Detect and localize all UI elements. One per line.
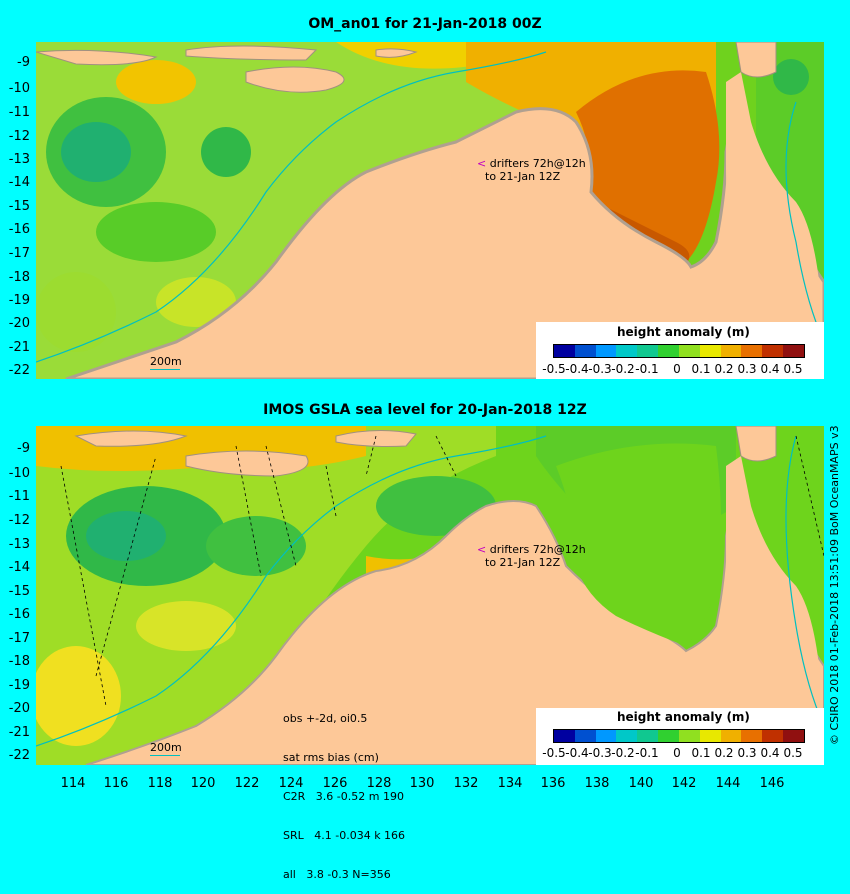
y-tick-label: -11 bbox=[8, 489, 30, 504]
y-tick-label: -12 bbox=[8, 129, 30, 144]
stats-line: obs +-2d, oi0.5 bbox=[283, 712, 368, 725]
top-drifters-note: < drifters 72h@12h to 21-Jan 12Z bbox=[477, 157, 586, 183]
y-tick-label: -20 bbox=[8, 701, 30, 716]
x-tick-label: 146 bbox=[759, 776, 785, 791]
bottom-panel-title: IMOS GSLA sea level for 20-Jan-2018 12Z bbox=[263, 402, 587, 418]
y-tick-label: -11 bbox=[8, 105, 30, 120]
top-colorbar-title: height anomaly (m) bbox=[617, 325, 750, 339]
x-tick-label: 130 bbox=[409, 776, 435, 791]
cbar-tick-label: -0.4 bbox=[565, 362, 589, 376]
satellite-tracks bbox=[60, 435, 824, 707]
y-tick-label: -19 bbox=[8, 678, 30, 693]
x-tick-label: 124 bbox=[278, 776, 304, 791]
y-tick-label: -10 bbox=[8, 466, 30, 481]
stats-line: all 3.8 -0.3 N=356 bbox=[283, 868, 391, 881]
cbar-tick-label: 0.5 bbox=[783, 746, 803, 760]
y-tick-label: -15 bbox=[8, 199, 30, 214]
y-tick-label: -17 bbox=[8, 246, 30, 261]
x-tick-label: 138 bbox=[584, 776, 610, 791]
y-tick-label: -9 bbox=[17, 441, 30, 456]
y-tick-label: -15 bbox=[8, 584, 30, 599]
y-tick-label: -18 bbox=[8, 654, 30, 669]
cbar-tick-label: 0.4 bbox=[760, 362, 780, 376]
cbar-tick-label: -0.1 bbox=[635, 746, 659, 760]
y-tick-label: -21 bbox=[8, 725, 30, 740]
cbar-tick-label: 0.3 bbox=[737, 362, 757, 376]
top-panel-title: OM_an01 for 21-Jan-2018 00Z bbox=[308, 16, 542, 32]
drifters-line1: drifters 72h@12h bbox=[489, 157, 586, 170]
x-tick-label: 134 bbox=[497, 776, 523, 791]
x-tick-label: 122 bbox=[234, 776, 260, 791]
y-tick-label: -18 bbox=[8, 270, 30, 285]
cbar-tick-label: 0.1 bbox=[691, 746, 711, 760]
x-tick-label: 116 bbox=[103, 776, 129, 791]
y-tick-label: -12 bbox=[8, 513, 30, 528]
bottom-drifters-note: < drifters 72h@12h to 21-Jan 12Z bbox=[477, 543, 586, 569]
drifters-line2: to 21-Jan 12Z bbox=[485, 556, 561, 569]
cbar-tick-label: -0.3 bbox=[588, 746, 612, 760]
bottom-colorbar-title: height anomaly (m) bbox=[617, 710, 750, 724]
y-tick-label: -16 bbox=[8, 607, 30, 622]
x-tick-label: 128 bbox=[366, 776, 392, 791]
y-tick-label: -22 bbox=[8, 748, 30, 763]
x-tick-label: 132 bbox=[453, 776, 479, 791]
x-tick-label: 136 bbox=[540, 776, 566, 791]
y-tick-label: -13 bbox=[8, 152, 30, 167]
cbar-tick-label: 0.2 bbox=[714, 362, 734, 376]
top-scale-label: 200m bbox=[150, 355, 182, 368]
cbar-tick-label: 0.2 bbox=[714, 746, 734, 760]
credit-text: © CSIRO 2018 01-Feb-2018 13:51:09 BoM Oc… bbox=[828, 425, 841, 745]
drifters-line1: drifters 72h@12h bbox=[489, 543, 586, 556]
y-tick-label: -16 bbox=[8, 222, 30, 237]
y-tick-label: -17 bbox=[8, 631, 30, 646]
cbar-tick-label: 0.4 bbox=[760, 746, 780, 760]
top-map-svg bbox=[36, 42, 824, 379]
stats-line: sat rms bias (cm) bbox=[283, 751, 379, 764]
x-tick-label: 120 bbox=[190, 776, 216, 791]
cbar-tick-label: -0.4 bbox=[565, 746, 589, 760]
y-tick-label: -19 bbox=[8, 293, 30, 308]
cbar-tick-label: 0.5 bbox=[783, 362, 803, 376]
top-map[interactable] bbox=[36, 42, 824, 379]
x-tick-label: 140 bbox=[628, 776, 654, 791]
x-tick-label: 126 bbox=[322, 776, 348, 791]
y-tick-label: -14 bbox=[8, 175, 30, 190]
y-tick-label: -20 bbox=[8, 316, 30, 331]
cbar-tick-label: 0.1 bbox=[691, 362, 711, 376]
stats-line: C2R 3.6 -0.52 m 190 bbox=[283, 790, 404, 803]
y-tick-label: -14 bbox=[8, 560, 30, 575]
cbar-tick-label: -0.5 bbox=[542, 362, 566, 376]
y-tick-label: -22 bbox=[8, 363, 30, 378]
y-tick-label: -21 bbox=[8, 340, 30, 355]
y-tick-label: -9 bbox=[17, 55, 30, 70]
cbar-tick-label: -0.5 bbox=[542, 746, 566, 760]
stats-line: SRL 4.1 -0.034 k 166 bbox=[283, 829, 406, 842]
y-tick-label: -13 bbox=[8, 537, 30, 552]
x-tick-label: 142 bbox=[671, 776, 697, 791]
x-tick-label: 114 bbox=[60, 776, 86, 791]
bottom-colorbar bbox=[553, 729, 805, 743]
cbar-tick-label: -0.2 bbox=[611, 362, 635, 376]
y-tick-label: -10 bbox=[8, 81, 30, 96]
x-tick-label: 144 bbox=[715, 776, 741, 791]
bottom-scale-label: 200m bbox=[150, 741, 182, 754]
cbar-tick-label: 0 bbox=[673, 362, 681, 376]
top-scale-bar bbox=[150, 369, 180, 370]
cbar-tick-label: 0 bbox=[673, 746, 681, 760]
cbar-tick-label: -0.1 bbox=[635, 362, 659, 376]
x-tick-label: 118 bbox=[147, 776, 173, 791]
top-colorbar bbox=[553, 344, 805, 358]
cbar-tick-label: -0.3 bbox=[588, 362, 612, 376]
drifters-line2: to 21-Jan 12Z bbox=[485, 170, 561, 183]
cbar-tick-label: 0.3 bbox=[737, 746, 757, 760]
cbar-tick-label: -0.2 bbox=[611, 746, 635, 760]
bottom-scale-bar bbox=[150, 755, 180, 756]
